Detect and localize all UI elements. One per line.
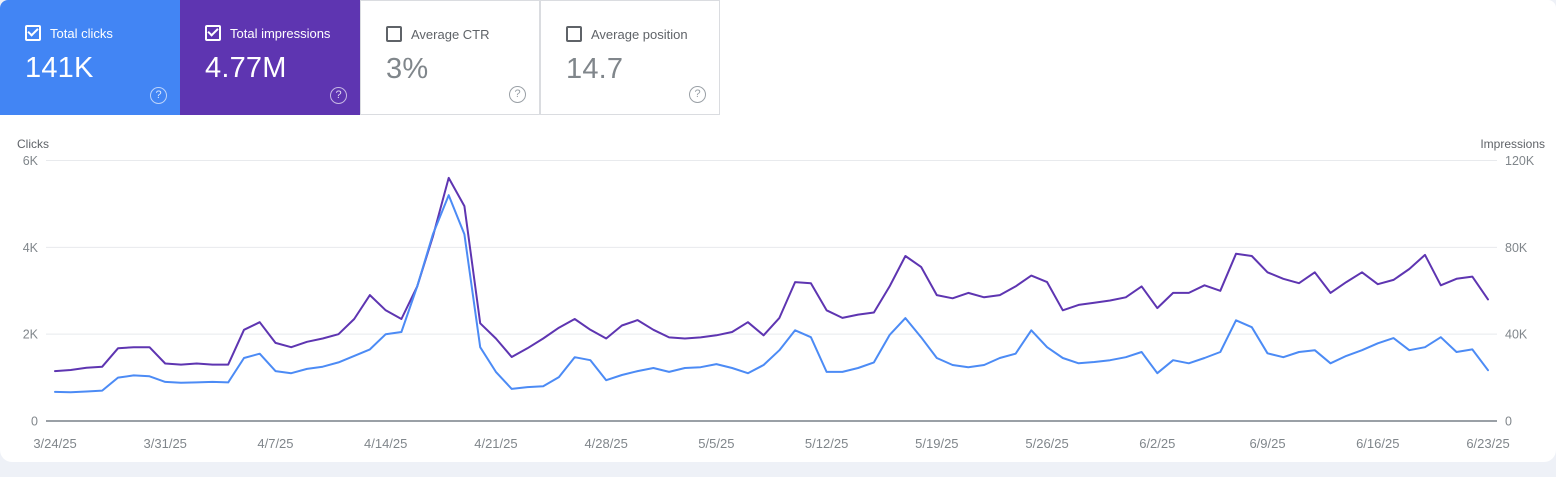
x-tick-label: 5/5/25 (698, 436, 734, 451)
right-axis-title: Impressions (1480, 137, 1545, 151)
metric-card-label: Average position (591, 26, 688, 42)
y-tick-label-right: 40K (1505, 328, 1528, 342)
x-tick-label: 6/16/25 (1356, 436, 1399, 451)
x-tick-label: 4/7/25 (257, 436, 293, 451)
y-tick-label-left: 4K (23, 241, 39, 255)
x-tick-label: 5/26/25 (1025, 436, 1068, 451)
x-tick-label: 5/12/25 (805, 436, 848, 451)
average-ctr-checkbox[interactable] (386, 26, 402, 42)
left-axis-title: Clicks (17, 137, 49, 151)
y-tick-label-left: 0 (31, 415, 38, 429)
x-tick-label: 3/24/25 (33, 436, 76, 451)
x-tick-label: 3/31/25 (144, 436, 187, 451)
x-tick-label: 5/19/25 (915, 436, 958, 451)
metric-card-average-position[interactable]: Average position 14.7 ? (540, 0, 720, 115)
metric-card-header: Total clicks (25, 25, 180, 41)
metric-card-label: Total impressions (230, 25, 331, 41)
performance-chart: 6K 4K 2K 0 120K 80K 40K 0 3/24/25 3/31/25 4/7/25 4/… (23, 154, 1535, 451)
metric-card-header: Average CTR (386, 26, 539, 42)
help-icon[interactable]: ? (689, 86, 706, 103)
metric-card-average-ctr[interactable]: Average CTR 3% ? (360, 0, 540, 115)
total-clicks-checkbox[interactable] (25, 25, 41, 41)
x-tick-label: 6/9/25 (1249, 436, 1285, 451)
average-ctr-value: 3% (386, 53, 429, 85)
help-icon[interactable]: ? (330, 87, 347, 104)
x-tick-label: 6/2/25 (1139, 436, 1175, 451)
impressions-line (54, 176, 1489, 373)
help-icon[interactable]: ? (150, 87, 167, 104)
total-impressions-value: 4.77M (205, 52, 287, 84)
y-tick-label-left: 2K (23, 328, 39, 342)
y-tick-label-right: 120K (1505, 154, 1535, 168)
clicks-line (54, 194, 1489, 394)
total-clicks-value: 141K (25, 52, 94, 84)
metric-card-label: Average CTR (411, 26, 490, 42)
x-tick-label: 4/14/25 (364, 436, 407, 451)
x-tick-label: 6/23/25 (1466, 436, 1509, 451)
metric-card-header: Average position (566, 26, 719, 42)
x-tick-label: 4/21/25 (474, 436, 517, 451)
help-icon[interactable]: ? (509, 86, 526, 103)
average-position-checkbox[interactable] (566, 26, 582, 42)
metric-card-total-impressions[interactable]: Total impressions 4.77M ? (180, 0, 360, 115)
y-tick-label-right: 80K (1505, 241, 1528, 255)
metric-card-label: Total clicks (50, 25, 113, 41)
metric-card-header: Total impressions (205, 25, 360, 41)
x-tick-label: 4/28/25 (584, 436, 627, 451)
total-impressions-checkbox[interactable] (205, 25, 221, 41)
metric-cards-row: Total clicks 141K ? Total impressions 4.… (0, 0, 720, 115)
y-tick-label-right: 0 (1505, 415, 1512, 429)
y-tick-label-left: 6K (23, 154, 39, 168)
metric-card-total-clicks[interactable]: Total clicks 141K ? (0, 0, 180, 115)
average-position-value: 14.7 (566, 53, 624, 85)
